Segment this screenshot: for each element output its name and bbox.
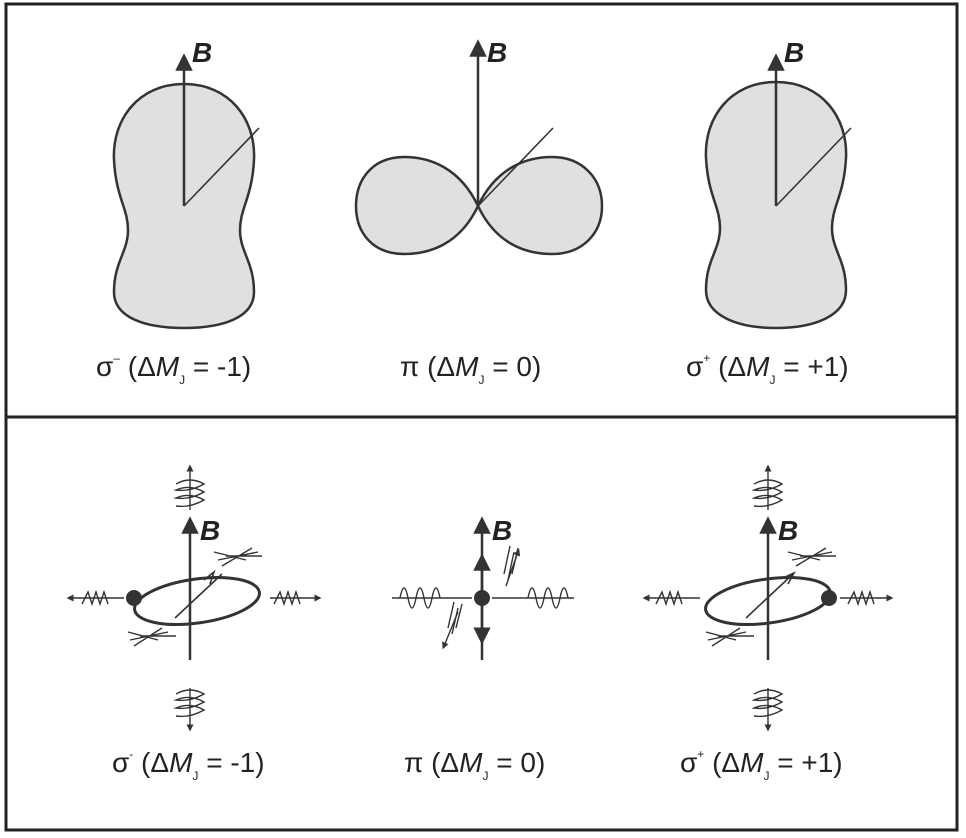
sigma-plus-field-label: B [784, 37, 804, 68]
pi-field-label: B [487, 37, 507, 68]
bottom-caption-sigma-plus: σ+ (ΔMJ = +1) [680, 747, 843, 783]
sigma-minus-field-label: B [192, 37, 212, 68]
top-caption-sigma-minus: σ– (ΔMJ = -1) [96, 351, 251, 387]
top-caption-pi: π (ΔMJ = 0) [400, 351, 541, 387]
pi-polarization-field-label: B [492, 515, 512, 546]
sigma-plus-polarization-diagram: B [642, 464, 894, 732]
sigma-minus-polarization-diagram: B [66, 464, 322, 732]
pi-electron [474, 590, 490, 606]
pi-polarization-diagram: B [392, 515, 574, 660]
sigma-minus-electron [126, 590, 142, 606]
sigma-plus-radiation-lobe: B [704, 37, 852, 330]
sigma-minus-polarization-field-label: B [200, 515, 220, 546]
bottom-panel-frame [4, 415, 959, 832]
sigma-plus-polarization-field-label: B [778, 515, 798, 546]
top-caption-sigma-plus: σ+ (ΔMJ = +1) [686, 351, 849, 387]
pi-radiation-lobe: B [354, 37, 604, 256]
bottom-caption-pi: π (ΔMJ = 0) [404, 747, 545, 783]
sigma-plus-electron [821, 590, 837, 606]
bottom-caption-sigma-minus: σ- (ΔMJ = -1) [112, 747, 265, 783]
sigma-minus-radiation-lobe: B [112, 37, 260, 330]
